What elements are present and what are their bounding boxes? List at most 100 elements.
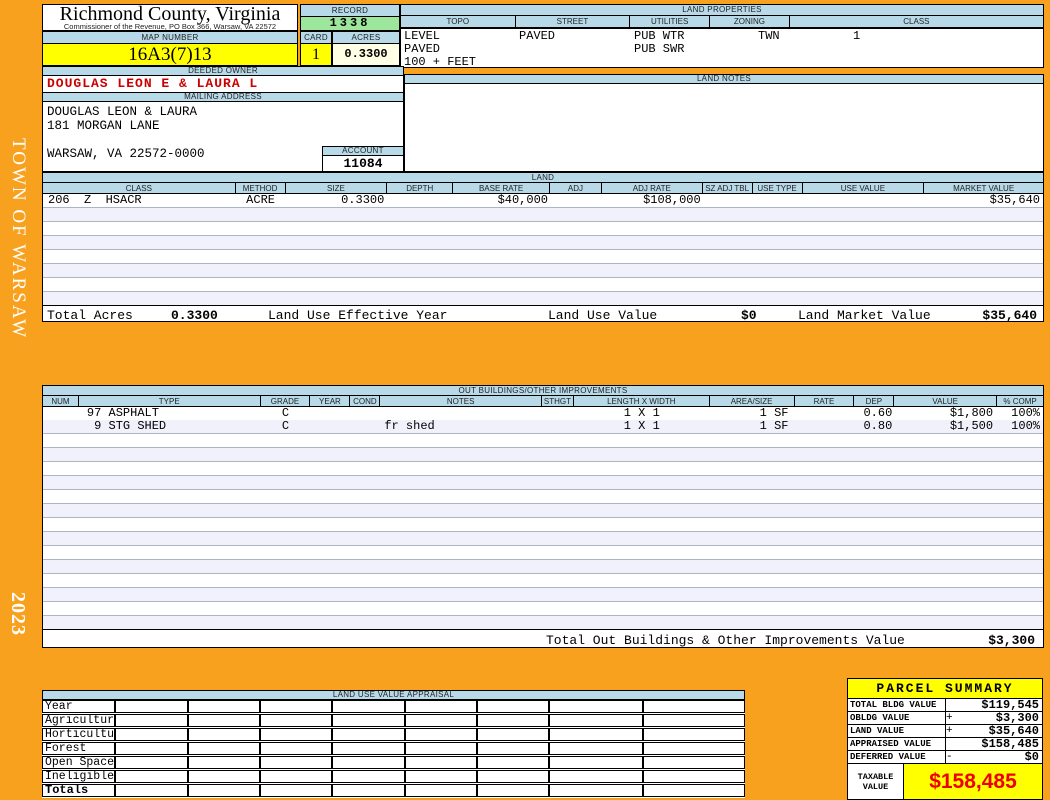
empty-cell [477, 728, 549, 741]
land-notes-body [404, 83, 1044, 172]
summary-value: $0 [1024, 750, 1039, 764]
empty-row [43, 447, 1043, 461]
empty-row [43, 235, 1043, 249]
empty-cell [332, 714, 405, 727]
cell-area-size: 1 SF [759, 407, 789, 420]
empty-cell [405, 728, 477, 741]
empty-row [43, 587, 1043, 601]
empty-cell [549, 714, 643, 727]
cell-type: 9 STG SHED [86, 420, 167, 433]
topo-value-3: 100 + FEET [404, 55, 477, 69]
empty-cell [405, 770, 477, 783]
commissioner-line: Commissioner of the Revenue, PO Box 366,… [63, 22, 277, 31]
cell-num [43, 420, 79, 433]
land-market-value: $35,640 [982, 308, 1037, 323]
header-cell: % COMP [1003, 396, 1037, 406]
cell-dep: 0.80 [863, 420, 893, 433]
empty-cell [188, 700, 260, 713]
header-cell: UTILITIES [630, 16, 711, 27]
header-cell: CLASS [43, 183, 236, 193]
empty-cell [188, 784, 260, 797]
row-label: Year [42, 700, 115, 713]
cell-sthgt [542, 407, 574, 420]
summary-sign: - [946, 751, 953, 763]
land-use-row: Totals [42, 784, 745, 797]
cell-year [310, 420, 350, 433]
empty-cell [643, 756, 745, 769]
empty-row [43, 207, 1043, 221]
empty-cell [332, 700, 405, 713]
mailing-line-1: DOUGLAS LEON & LAURA [47, 105, 198, 119]
row-label: Agriculture [42, 714, 121, 727]
header-cell: ADJ RATE [602, 183, 703, 193]
row-label: Horticulture [42, 728, 128, 741]
cell-pct-comp: 100% [1011, 420, 1040, 433]
header-cell: COND [350, 396, 381, 406]
land-use-row: Forest [42, 742, 745, 755]
empty-cell [115, 728, 188, 741]
taxable-label: TAXABLE VALUE [848, 764, 904, 799]
topo-value-1: LEVEL [404, 29, 441, 43]
cell-area-size: 1 SF [759, 420, 789, 433]
empty-cell [188, 756, 260, 769]
land-use-row: Ineligible [42, 770, 745, 783]
empty-cell [260, 728, 332, 741]
cell-method: ACRE [246, 194, 275, 207]
empty-row [43, 475, 1043, 489]
empty-cell [260, 714, 332, 727]
empty-row [43, 249, 1043, 263]
summary-value: $3,300 [995, 711, 1039, 725]
empty-cell [477, 756, 549, 769]
empty-cell [115, 756, 188, 769]
out-building-row: 97 ASPHALT C 1 X 1 1 SF 0.60 $1,800 100% [43, 407, 1043, 420]
empty-cell [332, 728, 405, 741]
summary-label: APPRAISED VALUE [848, 738, 946, 750]
out-buildings-title: OUT BUILDINGS/OTHER IMPROVEMENTS [43, 386, 1043, 396]
land-use-row: Agriculture [42, 714, 745, 727]
total-acres-label: Total Acres [47, 308, 133, 323]
cell-length-width: 1 X 1 [623, 420, 660, 433]
empty-cell [549, 770, 643, 783]
cell-rate [794, 407, 854, 420]
land-use-appraisal-title: LAND USE VALUE APPRAISAL [42, 690, 745, 700]
taxable-row: TAXABLE VALUE $158,485 [848, 764, 1042, 799]
empty-cell [405, 714, 477, 727]
empty-cell [332, 742, 405, 755]
empty-cell [332, 770, 405, 783]
summary-row: OBLDG VALUE + $3,300 [848, 712, 1042, 725]
empty-cell [188, 714, 260, 727]
cell-notes [380, 407, 542, 420]
empty-cell [405, 742, 477, 755]
empty-cell [477, 784, 549, 797]
cell-dep: 0.60 [863, 407, 893, 420]
cell-depth [387, 194, 453, 207]
empty-cell [477, 770, 549, 783]
empty-row [43, 277, 1043, 291]
empty-row [43, 263, 1043, 277]
empty-cell [549, 756, 643, 769]
row-label: Open Space [42, 756, 115, 769]
empty-cell [643, 770, 745, 783]
empty-cell [188, 770, 260, 783]
cell-base-rate: $40,000 [497, 194, 548, 207]
cell-value: $1,800 [949, 407, 994, 420]
empty-cell [260, 784, 332, 797]
summary-sign [946, 699, 958, 711]
empty-cell [115, 700, 188, 713]
empty-row [43, 291, 1043, 305]
street-value: PAVED [519, 29, 556, 43]
empty-row [43, 489, 1043, 503]
header-cell: DEP [854, 396, 895, 406]
empty-cell [643, 742, 745, 755]
land-use-value: $0 [741, 308, 757, 323]
out-buildings-total-row: Total Out Buildings & Other Improvements… [43, 629, 1043, 648]
empty-cell [643, 728, 745, 741]
empty-row [43, 503, 1043, 517]
cell-notes: fr shed [384, 420, 435, 433]
cell-grade: C [281, 407, 290, 420]
summary-row: LAND VALUE + $35,640 [848, 725, 1042, 738]
land-use-row: Horticulture [42, 728, 745, 741]
header-cell: GRADE [261, 396, 311, 406]
county-header-box: Richmond County, Virginia Commissioner o… [42, 4, 298, 31]
cell-use-value [803, 194, 925, 207]
